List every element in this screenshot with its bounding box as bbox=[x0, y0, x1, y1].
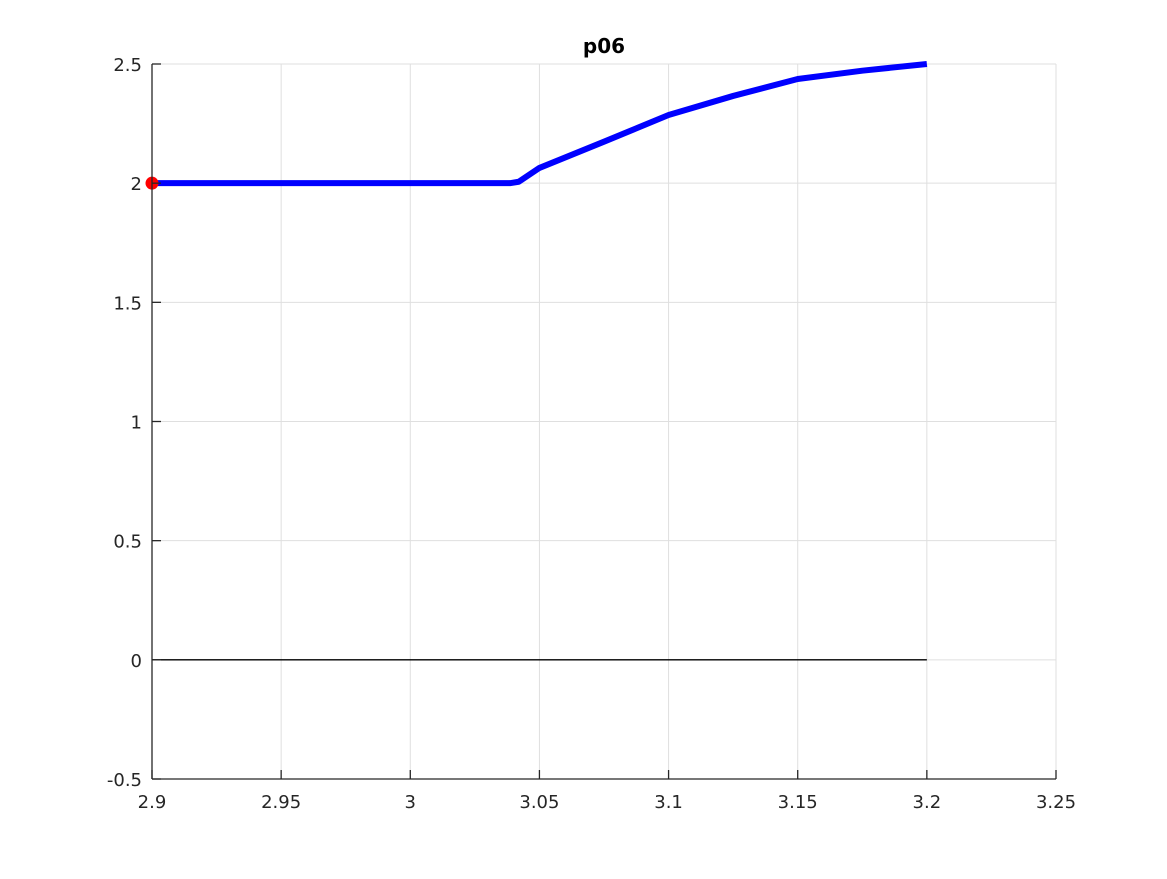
chart-title: p06 bbox=[583, 34, 625, 58]
series-line-blue bbox=[152, 61, 928, 187]
y-tick-label: 1 bbox=[131, 413, 142, 434]
x-tick-label: 3.2 bbox=[913, 792, 942, 813]
y-tick-label: -0.5 bbox=[107, 770, 142, 791]
y-tick-label: 0.5 bbox=[113, 532, 142, 553]
y-tick-label: 2 bbox=[131, 174, 142, 195]
y-tick-label: 1.5 bbox=[113, 293, 142, 314]
x-tick-label: 3 bbox=[405, 792, 416, 813]
grid bbox=[151, 63, 1057, 780]
x-tick-label: 3.15 bbox=[778, 792, 818, 813]
axes: 2.9 2.95 3 3.05 3.1 3.15 3.2 3.25 -0.5 0 0.5 1 1.5 2 2… bbox=[107, 55, 1076, 813]
x-tick-label: 3.05 bbox=[519, 792, 559, 813]
x-tick-label: 2.9 bbox=[138, 792, 167, 813]
x-tick-label: 3.25 bbox=[1036, 792, 1076, 813]
x-tick-label: 2.95 bbox=[261, 792, 301, 813]
y-tick-label: 2.5 bbox=[113, 55, 142, 76]
y-tick-label: 0 bbox=[131, 651, 142, 672]
series-group bbox=[145, 61, 928, 661]
x-tick-label: 3.1 bbox=[654, 792, 683, 813]
